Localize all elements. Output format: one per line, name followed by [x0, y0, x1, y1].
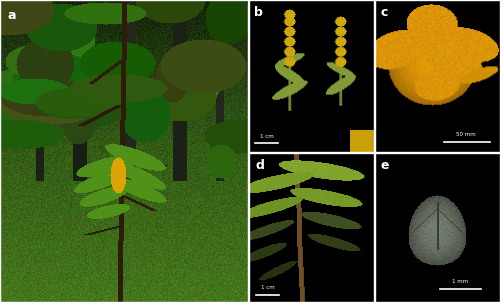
Text: 1 cm: 1 cm [260, 133, 274, 139]
Text: 1 cm: 1 cm [261, 285, 274, 290]
Text: b: b [254, 6, 263, 19]
Text: c: c [381, 6, 388, 19]
Text: 50 mm: 50 mm [456, 132, 476, 137]
Text: 1 mm: 1 mm [452, 279, 468, 284]
Text: d: d [255, 159, 264, 172]
Text: a: a [8, 9, 16, 22]
Text: e: e [381, 159, 390, 172]
